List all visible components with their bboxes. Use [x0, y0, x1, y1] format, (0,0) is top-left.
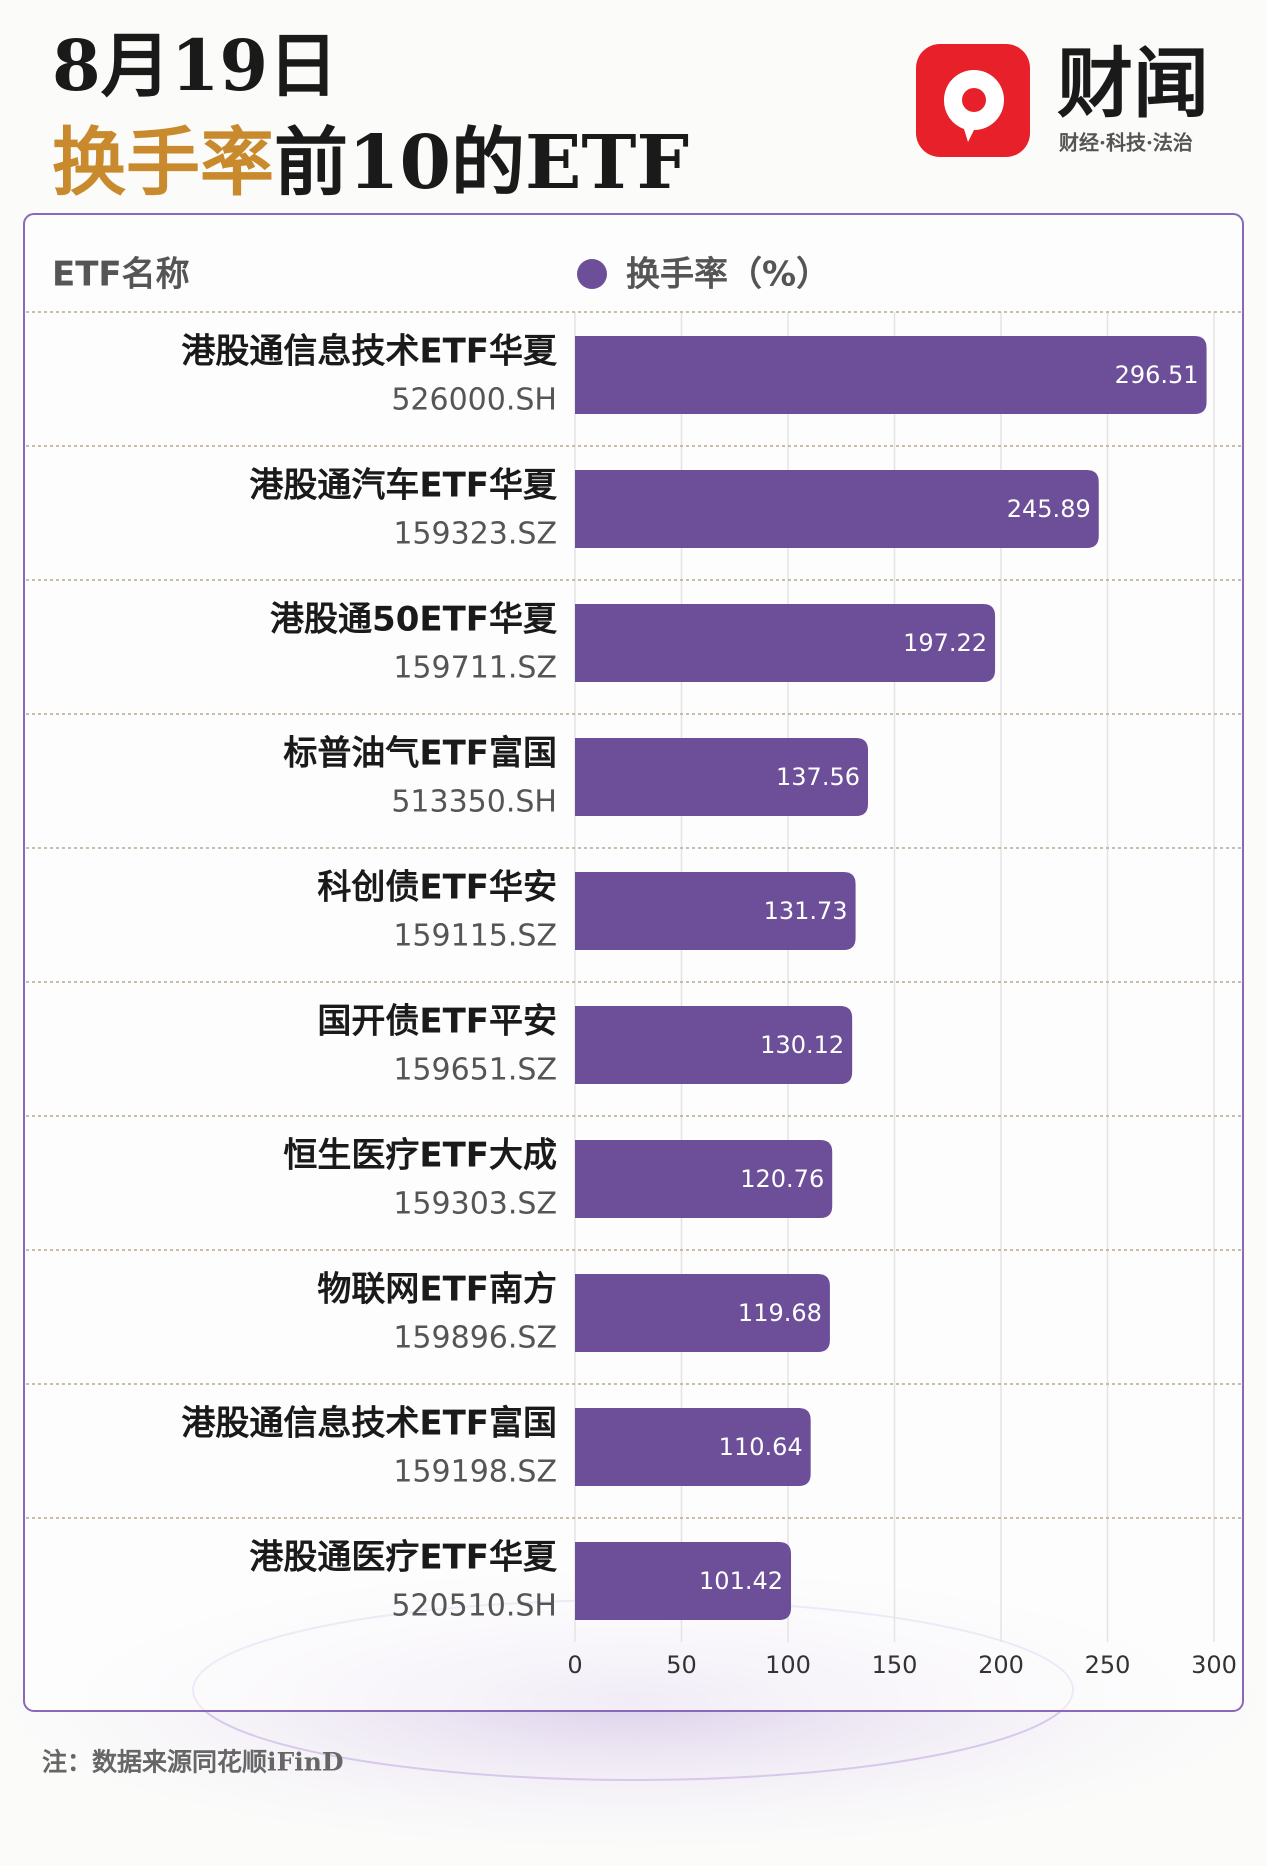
- category-label: 国开债ETF平安: [317, 1002, 557, 1042]
- value-label: 296.51: [1115, 361, 1199, 389]
- title-date: 8月19日: [52, 24, 338, 107]
- code-label: 159711.SZ: [393, 651, 557, 686]
- code-label: 520510.SH: [391, 1589, 557, 1624]
- category-label: 港股通医疗ETF华夏: [249, 1538, 558, 1578]
- value-label: 110.64: [719, 1433, 803, 1461]
- code-label: 159198.SZ: [393, 1455, 557, 1490]
- bar: [575, 470, 1099, 548]
- code-label: 526000.SH: [391, 383, 557, 418]
- bar: [575, 1542, 792, 1620]
- title-rest: 前10的ETF: [274, 120, 689, 206]
- category-label: 港股通信息技术ETF富国: [181, 1404, 557, 1444]
- brand-tagline: 财经·科技·法治: [1059, 131, 1193, 155]
- code-label: 513350.SH: [391, 785, 557, 820]
- legend-label: 换手率（%）: [626, 255, 830, 295]
- code-label: 159323.SZ: [393, 517, 557, 552]
- panel: [23, 213, 1244, 1712]
- bar: [575, 1274, 830, 1352]
- bar: [575, 738, 869, 816]
- bar: [575, 1006, 853, 1084]
- x-tick-label: 200: [978, 1651, 1024, 1679]
- value-label: 131.73: [764, 897, 848, 925]
- value-label: 130.12: [760, 1031, 844, 1059]
- value-label: 120.76: [740, 1165, 824, 1193]
- x-tick-label: 100: [765, 1651, 811, 1679]
- bar: [575, 872, 856, 950]
- note: 注：数据来源同花顺iFinD: [42, 1748, 344, 1777]
- title: 换手率前10的ETF: [52, 120, 689, 206]
- legend-swatch: [577, 259, 607, 289]
- logo-icon: [916, 44, 1030, 157]
- x-tick-label: 0: [567, 1651, 582, 1679]
- category-label: 港股通50ETF华夏: [270, 600, 558, 640]
- category-label: 港股通汽车ETF华夏: [249, 466, 558, 506]
- x-tick-label: 50: [666, 1651, 697, 1679]
- value-label: 197.22: [903, 629, 987, 657]
- x-tick-label: 250: [1085, 1651, 1131, 1679]
- title-highlight: 换手率: [52, 120, 274, 206]
- code-label: 159896.SZ: [393, 1321, 557, 1356]
- code-label: 159115.SZ: [393, 919, 557, 954]
- code-label: 159651.SZ: [393, 1053, 557, 1088]
- category-header: ETF名称: [52, 255, 190, 295]
- logo-mark: [943, 69, 1004, 142]
- bar: [575, 336, 1207, 414]
- category-label: 恒生医疗ETF大成: [283, 1136, 557, 1176]
- value-label: 119.68: [738, 1299, 822, 1327]
- category-label: 标普油气ETF富国: [283, 734, 557, 774]
- bar: [575, 1408, 811, 1486]
- value-label: 245.89: [1007, 495, 1091, 523]
- category-label: 物联网ETF南方: [317, 1270, 557, 1310]
- category-label: 港股通信息技术ETF华夏: [181, 332, 558, 372]
- bar: [575, 1140, 833, 1218]
- value-label: 101.42: [699, 1567, 783, 1595]
- code-label: 159303.SZ: [393, 1187, 557, 1222]
- brand: 财闻: [1057, 39, 1209, 128]
- category-label: 科创债ETF华安: [317, 868, 557, 908]
- value-label: 137.56: [776, 763, 860, 791]
- x-tick-label: 300: [1191, 1651, 1237, 1679]
- x-tick-label: 150: [872, 1651, 918, 1679]
- bar: [575, 604, 996, 682]
